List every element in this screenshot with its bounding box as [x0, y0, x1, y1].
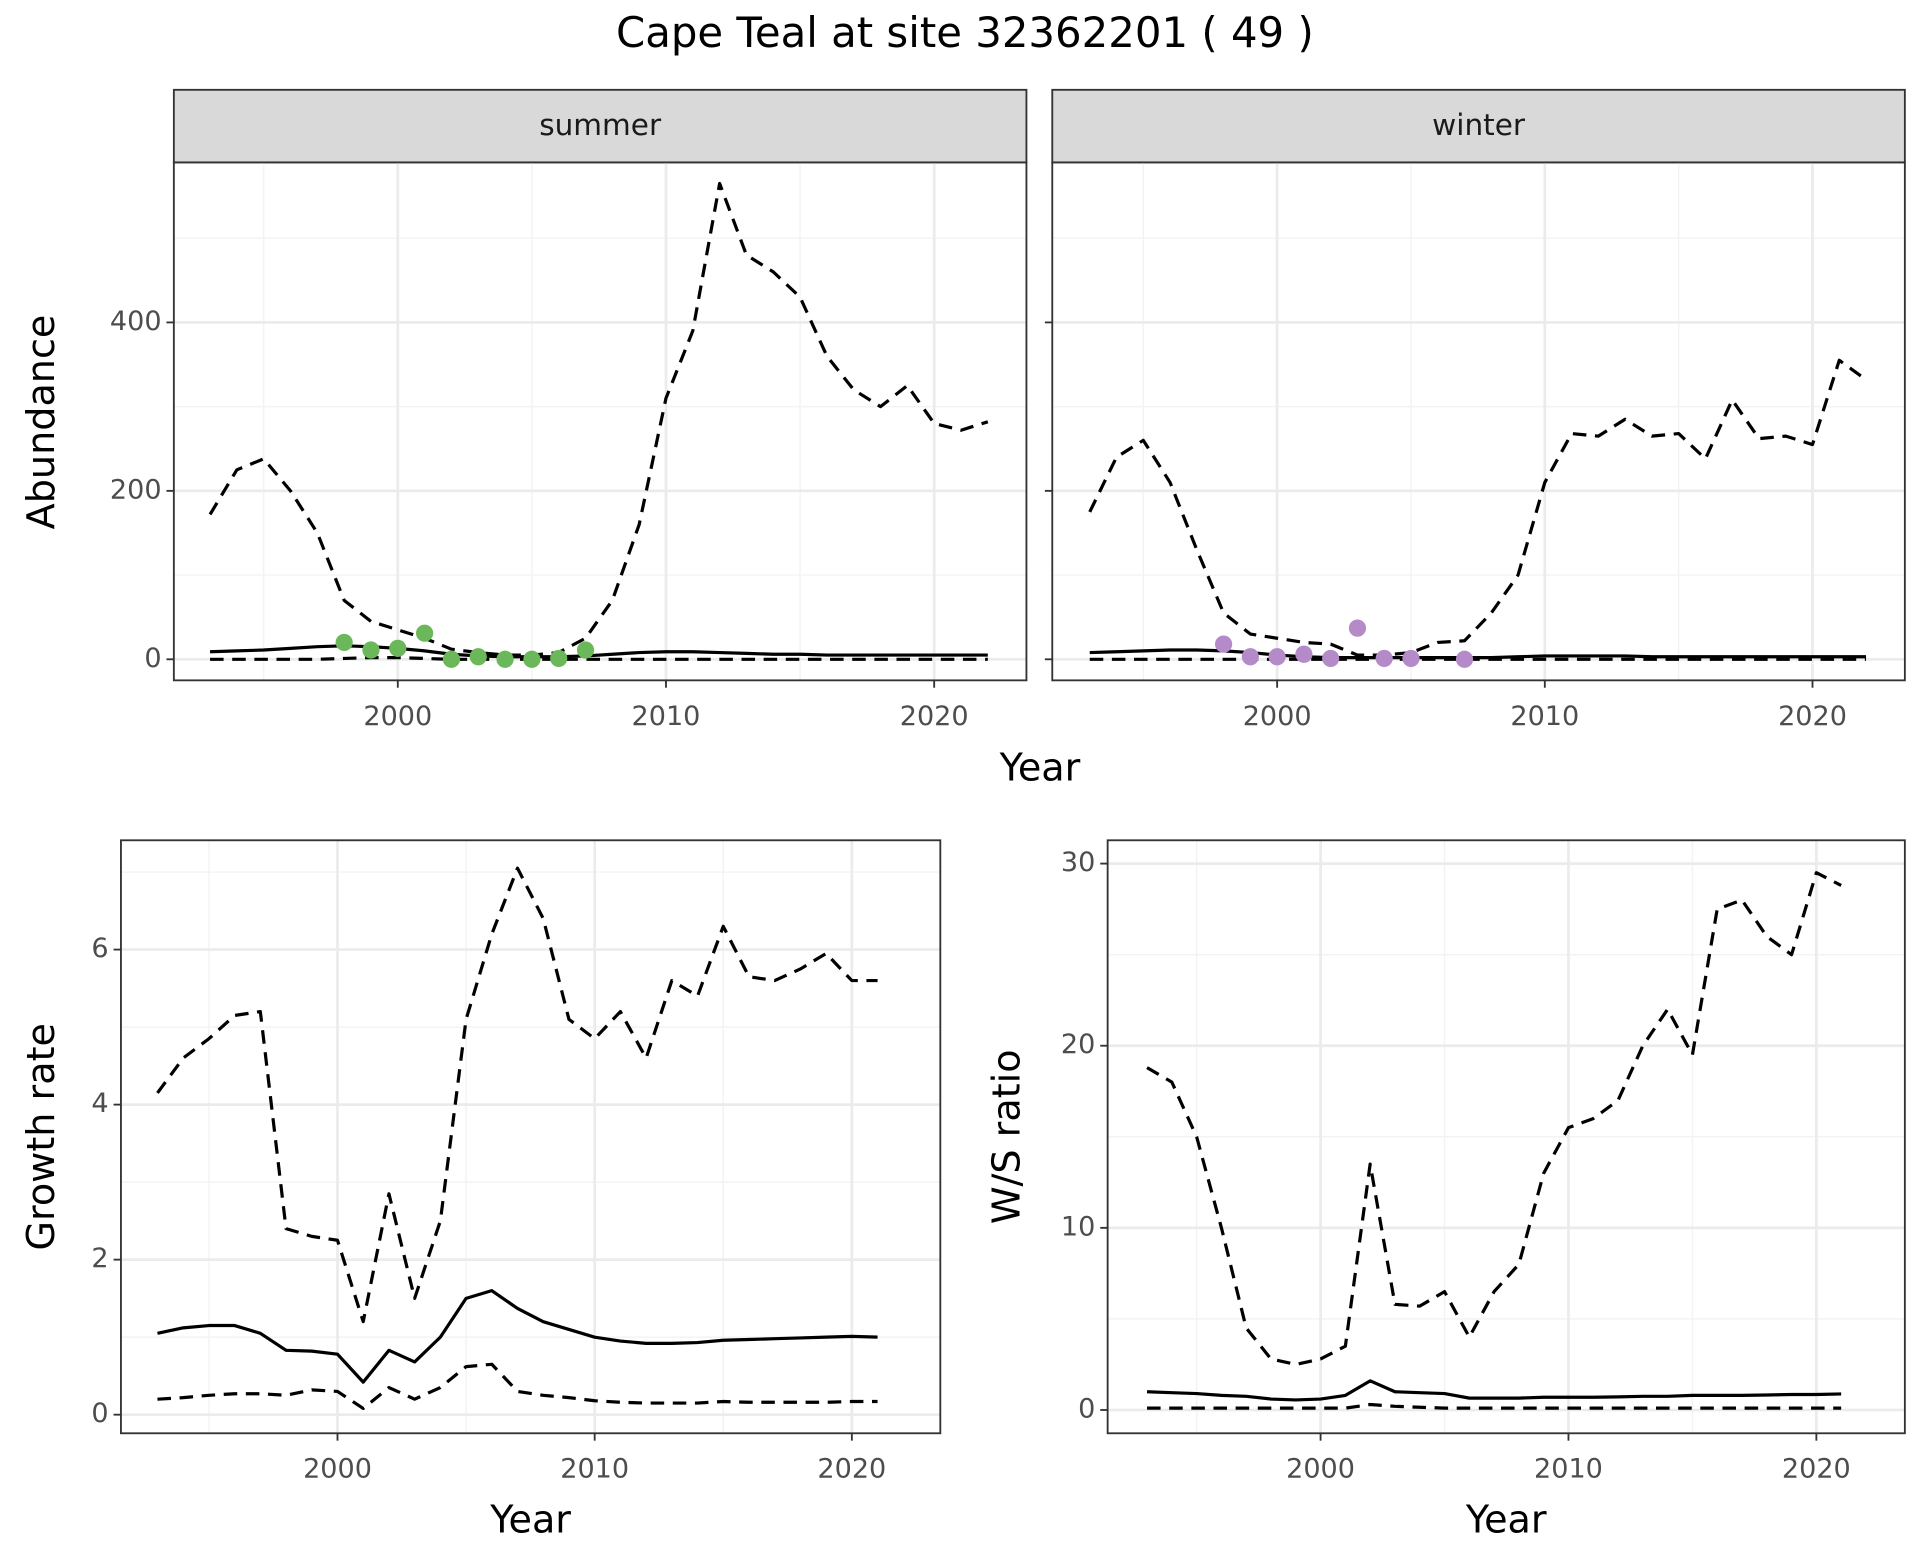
observed-point: [389, 639, 407, 657]
y-tick-label: 30: [1061, 847, 1095, 878]
panel-border: [172, 161, 1028, 682]
median-line: [1146, 1379, 1842, 1402]
x-axis-label: Year: [1465, 1497, 1547, 1541]
observed-point: [1455, 650, 1474, 668]
y-tick-label: 0: [144, 643, 161, 674]
y-axis-label: Growth rate: [19, 1023, 63, 1251]
observed-point: [1402, 649, 1420, 668]
observed-point: [415, 624, 434, 642]
interval-line: [157, 1362, 878, 1411]
median-line: [157, 1289, 878, 1384]
x-tick-label: 2010: [1534, 1454, 1603, 1485]
facet-x-label: Year: [999, 746, 1081, 790]
y-tick-label: 6: [91, 933, 108, 964]
observed-point: [362, 641, 380, 659]
interval-line: [1147, 1402, 1842, 1410]
panel-border: [120, 839, 942, 1435]
observed-point: [1375, 649, 1393, 668]
x-axis-label: Year: [489, 1497, 571, 1541]
observed-point: [1348, 619, 1367, 637]
x-tick-label: 2020: [817, 1454, 886, 1485]
observed-point: [469, 648, 487, 666]
x-tick-label: 2000: [1243, 701, 1312, 732]
figure-title: Cape Teal at site 32362201 ( 49 ): [616, 8, 1314, 57]
observed-point: [576, 641, 595, 659]
observed-point: [1268, 648, 1286, 666]
facet-strip-label: winter: [1432, 108, 1526, 142]
observed-point: [335, 633, 353, 652]
y-tick-label: 20: [1061, 1029, 1095, 1060]
x-tick-label: 2010: [560, 1454, 629, 1485]
facet-y-label: Abundance: [19, 315, 63, 530]
observed-point: [1214, 635, 1233, 653]
y-tick-label: 0: [1078, 1393, 1095, 1424]
y-tick-label: 200: [110, 474, 162, 505]
observed-point: [1322, 649, 1340, 668]
facet-strip: [172, 88, 1028, 164]
observed-point: [523, 650, 541, 668]
x-tick-label: 2000: [303, 1454, 372, 1485]
x-tick-label: 2020: [1782, 1454, 1851, 1485]
y-tick-label: 2: [91, 1243, 108, 1274]
y-tick-label: 400: [110, 306, 162, 337]
observed-point: [442, 650, 461, 668]
x-tick-label: 2020: [1778, 701, 1847, 732]
panel-border: [1106, 839, 1906, 1435]
x-tick-label: 2020: [900, 701, 969, 732]
y-tick-label: 4: [91, 1088, 108, 1119]
x-tick-label: 2000: [363, 701, 432, 732]
facet-strip: [1051, 88, 1906, 164]
observed-point: [496, 650, 514, 668]
interval-line: [1088, 358, 1867, 657]
x-tick-label: 2010: [632, 701, 701, 732]
interval-line: [1146, 871, 1842, 1367]
observed-point: [550, 649, 568, 668]
observed-point: [1295, 645, 1313, 663]
interval-line: [156, 866, 878, 1324]
y-tick-label: 10: [1061, 1211, 1095, 1242]
observed-point: [1241, 648, 1259, 666]
facet-strip-label: summer: [539, 108, 662, 142]
y-tick-label: 0: [91, 1398, 108, 1429]
x-tick-label: 2000: [1286, 1454, 1355, 1485]
x-tick-label: 2010: [1510, 701, 1579, 732]
interval-line: [210, 656, 988, 661]
panel-border: [1051, 161, 1906, 682]
interval-line: [208, 181, 989, 657]
y-axis-label: W/S ratio: [985, 1049, 1029, 1224]
